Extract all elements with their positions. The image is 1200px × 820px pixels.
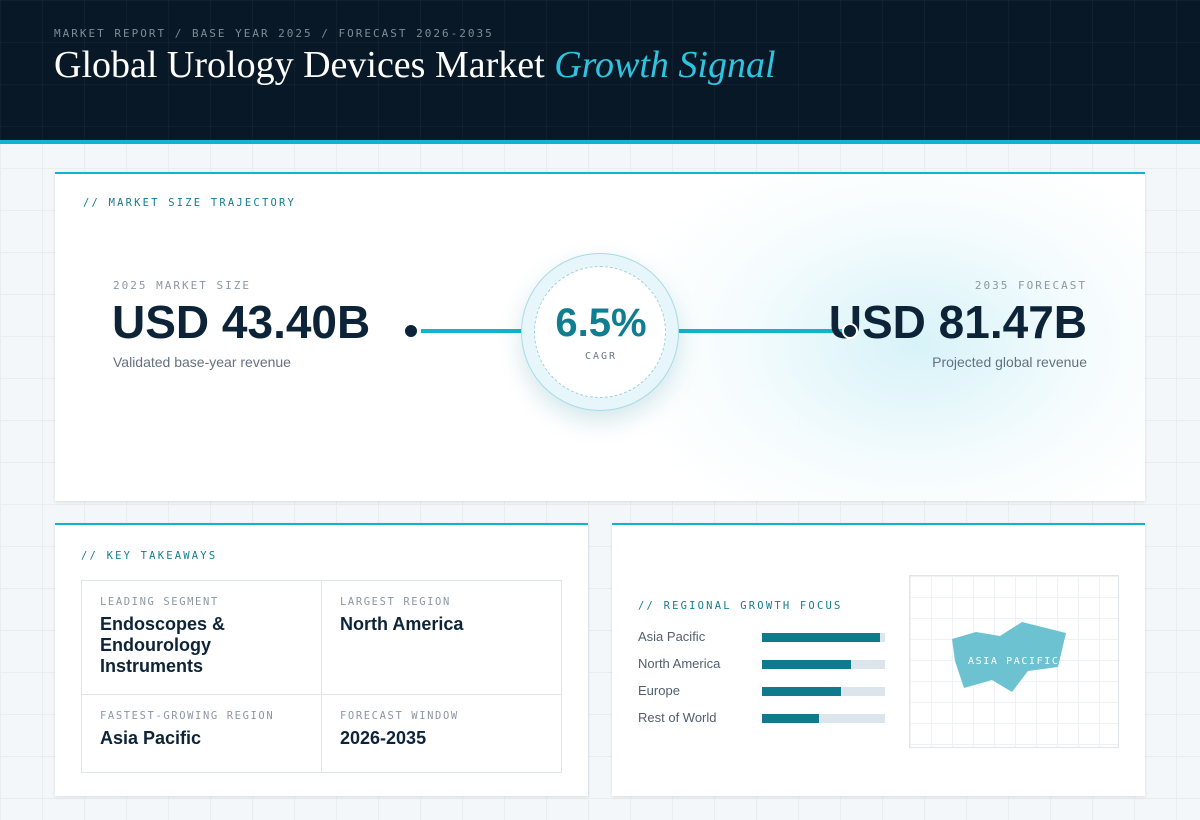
grid-divider-vertical — [321, 581, 322, 772]
region-bar-label: Asia Pacific — [638, 629, 706, 644]
forecast-value: USD 81.47B — [828, 296, 1087, 348]
map-region-label: ASIA PACIFIC — [968, 656, 1060, 667]
takeaway-caption: LARGEST REGION — [340, 596, 451, 608]
takeaway-forecast-window: FORECAST WINDOW 2026-2035 — [340, 710, 545, 749]
takeaway-fastest-growing-region: FASTEST-GROWING REGION Asia Pacific — [100, 710, 305, 749]
takeaway-caption: FORECAST WINDOW — [340, 710, 459, 722]
region-bar-fill — [762, 633, 881, 642]
takeaways-section-label: // KEY TAKEAWAYS — [81, 550, 218, 562]
grid-divider-horizontal — [82, 694, 561, 695]
page-title-main: Global Urology Devices Market — [54, 44, 545, 86]
cagr-value: 6.5% — [555, 301, 647, 345]
cagr-badge: 6.5% CAGR — [521, 253, 679, 411]
takeaway-value: North America — [340, 614, 464, 634]
header-accent-line — [0, 140, 1200, 144]
takeaway-leading-segment: LEADING SEGMENT Endoscopes & Endourology… — [100, 596, 305, 677]
start-point-marker — [403, 323, 419, 339]
region-bar-label: Europe — [638, 683, 680, 698]
trajectory-line-left — [421, 329, 531, 333]
region-bar-track — [762, 633, 885, 642]
cagr-badge-inner: 6.5% CAGR — [534, 266, 666, 398]
takeaway-caption: FASTEST-GROWING REGION — [100, 710, 275, 722]
regional-growth-card: // REGIONAL GROWTH FOCUS Asia Pacific No… — [612, 523, 1145, 796]
report-header: MARKET REPORT / BASE YEAR 2025 / FORECAS… — [0, 0, 1200, 140]
region-bar-fill — [762, 687, 841, 696]
end-point-marker — [842, 323, 858, 339]
base-year-value: USD 43.40B — [112, 296, 371, 348]
asia-pacific-map-icon — [952, 622, 1066, 692]
region-map: ASIA PACIFIC — [909, 575, 1119, 748]
takeaway-value: Asia Pacific — [100, 728, 202, 748]
region-bar-track — [762, 687, 885, 696]
region-bar-fill — [762, 660, 851, 669]
region-bar-row: Rest of World — [638, 710, 888, 726]
region-bar-fill — [762, 714, 819, 723]
key-takeaways-card: // KEY TAKEAWAYS LEADING SEGMENT Endosco… — [55, 523, 588, 796]
region-bar-row: Europe — [638, 683, 888, 699]
region-bar-row: North America — [638, 656, 888, 672]
region-bar-track — [762, 660, 885, 669]
market-size-trajectory-card: // MARKET SIZE TRAJECTORY 2025 MARKET SI… — [55, 172, 1145, 501]
base-year-caption: 2025 MARKET SIZE — [113, 279, 251, 292]
region-bar-row: Asia Pacific — [638, 629, 888, 645]
forecast-description: Projected global revenue — [932, 354, 1087, 370]
base-year-description: Validated base-year revenue — [113, 354, 291, 370]
takeaway-largest-region: LARGEST REGION North America — [340, 596, 545, 635]
takeaway-value: Endoscopes & Endourology Instruments — [100, 614, 226, 676]
cagr-caption: CAGR — [584, 351, 618, 362]
forecast-caption: 2035 FORECAST — [974, 279, 1087, 292]
takeaway-value: 2026-2035 — [340, 728, 427, 748]
region-bar-track — [762, 714, 885, 723]
takeaways-grid: LEADING SEGMENT Endoscopes & Endourology… — [81, 580, 562, 773]
region-bar-label: Rest of World — [638, 710, 717, 725]
trajectory-line-right — [669, 329, 851, 333]
page-title: Global Urology Devices Market Growth Sig… — [54, 43, 776, 87]
trajectory-section-label: // MARKET SIZE TRAJECTORY — [83, 197, 297, 209]
page-title-accent: Growth Signal — [554, 44, 776, 86]
breadcrumb: MARKET REPORT / BASE YEAR 2025 / FORECAS… — [54, 27, 494, 40]
background-glow — [615, 174, 1145, 501]
region-bar-label: North America — [638, 656, 721, 671]
regional-section-label: // REGIONAL GROWTH FOCUS — [638, 600, 843, 612]
takeaway-caption: LEADING SEGMENT — [100, 596, 219, 608]
